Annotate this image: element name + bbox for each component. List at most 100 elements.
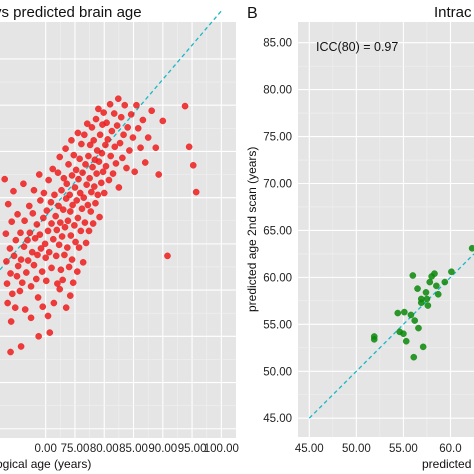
x-tick-label: 50.00: [342, 443, 371, 455]
scatter-point: [30, 261, 38, 269]
scatter-point: [107, 152, 114, 160]
scatter-point: [76, 189, 84, 197]
y-tick-label: 60.00: [263, 272, 292, 284]
x-tick-label: 60.0: [439, 443, 461, 455]
scatter-point: [86, 174, 93, 182]
scatter-point: [79, 169, 86, 176]
scatter-point: [14, 210, 21, 218]
scatter-point: [75, 175, 82, 183]
scatter-point: [55, 202, 62, 210]
panel-a-grid: [0, 22, 236, 438]
scatter-point: [123, 164, 130, 172]
scatter-point: [41, 240, 49, 248]
scatter-point: [25, 202, 33, 210]
y-tick-label: 45.00: [263, 413, 292, 425]
scatter-point: [40, 214, 47, 222]
scatter-point: [11, 304, 19, 311]
x-tick-label: 75.00: [61, 443, 90, 455]
y-tick-label: 55.00: [263, 319, 292, 331]
scatter-point: [441, 278, 449, 286]
scatter-point: [74, 214, 82, 222]
scatter-point: [14, 262, 22, 270]
scatter-point: [119, 154, 126, 162]
x-tick-label: 100.00: [204, 443, 239, 455]
scatter-point: [21, 306, 29, 313]
scatter-point: [46, 329, 54, 336]
scatter-point: [39, 303, 47, 311]
scatter-point: [96, 213, 103, 221]
scatter-point: [69, 201, 76, 209]
scatter-point: [1, 175, 8, 183]
scatter-point: [34, 251, 41, 259]
scatter-point: [134, 125, 142, 132]
scatter-point: [36, 231, 44, 238]
scatter-point: [402, 337, 410, 345]
scatter-point: [80, 194, 88, 201]
x-tick-label: 80.00: [90, 443, 119, 455]
scatter-point: [71, 184, 79, 191]
scatter-point: [34, 294, 42, 301]
scatter-point: [61, 251, 68, 259]
scatter-point: [4, 299, 11, 307]
scatter-point: [44, 312, 52, 320]
scatter-point: [49, 165, 57, 173]
scatter-point: [85, 227, 93, 235]
panel-b-chart: B Intrac ICC(80) = 0.97 45.00 50.00 55.00 6…: [245, 4, 474, 471]
scatter-point: [127, 111, 135, 118]
scatter-point: [6, 245, 14, 252]
scatter-point: [45, 248, 53, 256]
panel-b-points: [370, 244, 474, 361]
y-tick-label: 65.00: [263, 225, 292, 237]
scatter-point: [16, 287, 24, 295]
scatter-point: [110, 110, 118, 117]
scatter-point: [3, 258, 10, 265]
scatter-point: [61, 223, 69, 231]
scatter-point: [409, 272, 417, 279]
scatter-point: [20, 180, 27, 188]
scatter-point: [99, 168, 107, 176]
panel-b-y-tick-labels: 45.00 50.00 55.00 60.00 65.00 70.00 75.00 80.00…: [263, 38, 292, 426]
scatter-point: [59, 206, 67, 213]
scatter-point: [8, 290, 16, 298]
scatter-point: [45, 176, 52, 184]
scatter-point: [43, 207, 51, 214]
scatter-point: [78, 205, 86, 213]
scatter-point: [415, 324, 422, 332]
scatter-point: [66, 208, 74, 215]
scatter-point: [74, 268, 81, 275]
panel-b-title: Intrac: [434, 4, 472, 21]
scatter-point: [64, 244, 71, 251]
scatter-point: [82, 239, 90, 247]
scatter-point: [65, 263, 73, 271]
scatter-point: [98, 149, 106, 157]
scatter-point: [65, 161, 72, 168]
scatter-point: [48, 220, 55, 227]
scatter-point: [92, 115, 100, 123]
scatter-point: [77, 227, 85, 235]
panel-b-icc-annotation: ICC(80) = 0.97: [316, 40, 398, 54]
scatter-point: [126, 147, 133, 154]
scatter-point: [30, 186, 38, 194]
scatter-point: [181, 102, 189, 110]
scatter-point: [47, 198, 55, 206]
scatter-point: [2, 230, 10, 237]
scatter-point: [24, 257, 32, 264]
scatter-point: [89, 163, 96, 171]
scatter-point: [370, 336, 378, 343]
scatter-point: [3, 280, 11, 287]
scatter-point: [35, 171, 43, 178]
scatter-point: [106, 100, 114, 108]
scatter-point: [100, 189, 108, 197]
scatter-point: [37, 245, 45, 252]
scatter-point: [76, 155, 83, 163]
scatter-point: [53, 226, 61, 234]
scatter-point: [422, 289, 430, 296]
scatter-point: [24, 236, 31, 244]
scatter-point: [83, 120, 91, 127]
scatter-point: [68, 172, 76, 179]
scatter-point: [42, 254, 49, 262]
scatter-point: [81, 131, 88, 139]
scatter-point: [400, 330, 407, 338]
scatter-point: [434, 290, 442, 298]
